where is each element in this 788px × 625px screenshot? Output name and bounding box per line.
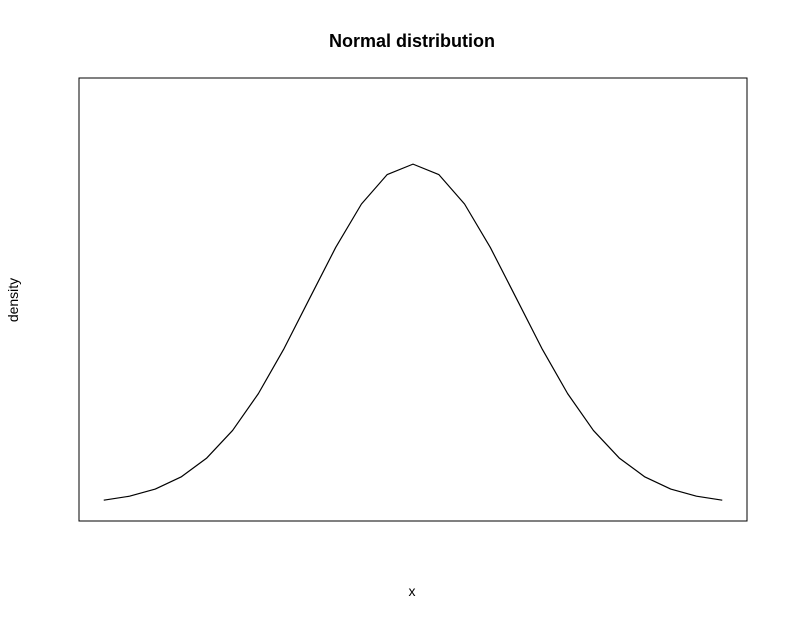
chart-title: Normal distribution <box>329 31 495 51</box>
x-axis-label: x <box>409 583 416 599</box>
plot-frame <box>78 77 748 522</box>
density-curve-line <box>103 163 723 501</box>
series-layer <box>103 163 723 501</box>
y-axis-label: density <box>5 278 21 322</box>
